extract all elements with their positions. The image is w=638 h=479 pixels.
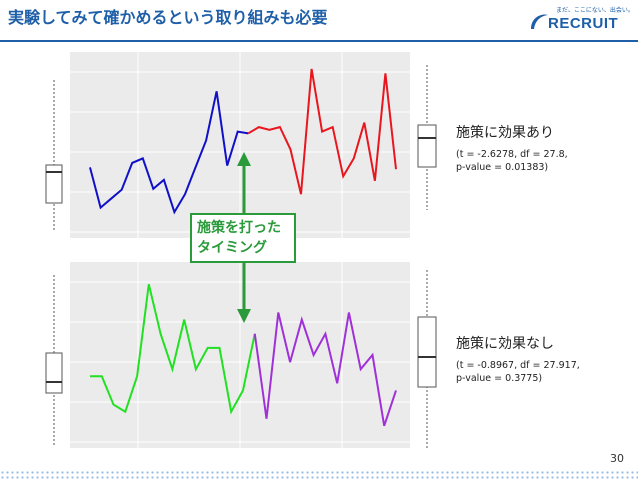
- bottom-right-boxplot: [417, 270, 437, 450]
- bottom-stat-line-1: (t = -0.8967, df = 27.917,: [456, 360, 580, 371]
- intervention-timing-callout: 施策を打った タイミング: [190, 213, 296, 263]
- bottom-result-heading: 施策に効果なし: [456, 336, 554, 352]
- title-divider: [0, 40, 638, 42]
- logo-wordmark: RECRUIT: [548, 15, 619, 32]
- top-left-boxplot: [45, 80, 63, 230]
- slide-title: 実験してみて確かめるという取り組みも必要: [8, 8, 328, 27]
- top-line-chart: [70, 52, 410, 248]
- top-right-boxplot: [417, 65, 437, 210]
- bottom-line-chart: [70, 262, 410, 458]
- footer-dot-pattern: [0, 470, 638, 479]
- top-result-heading: 施策に効果あり: [456, 125, 554, 141]
- callout-line-2: タイミング: [197, 240, 267, 256]
- bottom-left-boxplot: [45, 275, 63, 445]
- logo-tagline: まだ、ここにない、出会い。: [556, 7, 634, 14]
- top-after-series-line: [247, 68, 397, 195]
- page-number: 30: [610, 452, 624, 465]
- bottom-after-series-line: [253, 312, 397, 427]
- top-stat-line-2: p-value = 0.01383): [456, 162, 549, 173]
- recruit-logo: まだ、ここにない、出会い。 RECRUIT: [520, 3, 634, 37]
- callout-line-1: 施策を打った: [197, 220, 281, 236]
- bottom-stat-line-2: p-value = 0.3775): [456, 373, 543, 384]
- bottom-before-series-line: [90, 283, 256, 415]
- top-before-series-line: [89, 91, 249, 215]
- logo-swoosh-icon: [531, 14, 548, 29]
- bottom-annotation: 施策に効果なし (t = -0.8967, df = 27.917, p-val…: [456, 333, 580, 385]
- top-annotation: 施策に効果あり (t = -2.6278, df = 27.8, p-value…: [456, 122, 568, 174]
- top-stat-line-1: (t = -2.6278, df = 27.8,: [456, 149, 568, 160]
